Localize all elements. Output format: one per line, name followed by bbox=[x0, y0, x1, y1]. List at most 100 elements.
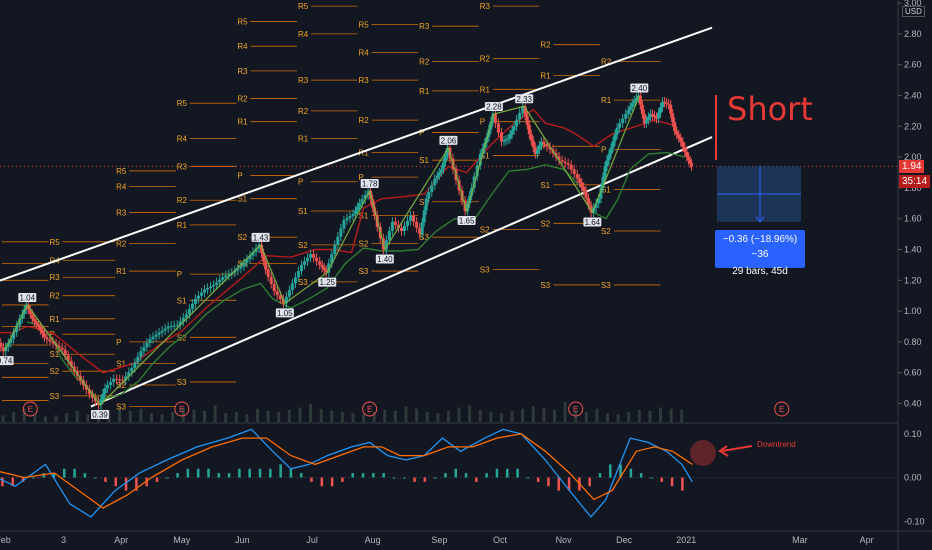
candle-body bbox=[607, 154, 611, 161]
candle-body bbox=[212, 284, 216, 287]
candle-body bbox=[136, 356, 140, 363]
histogram-bar bbox=[32, 477, 35, 479]
candle-body bbox=[638, 95, 642, 105]
pivot-label: P bbox=[419, 128, 424, 137]
swing-label-box bbox=[583, 217, 602, 227]
swing-label-box bbox=[439, 135, 458, 145]
volume-bar bbox=[12, 412, 16, 422]
histogram-bar bbox=[392, 477, 396, 479]
candle-body bbox=[303, 261, 307, 265]
candle-body bbox=[560, 160, 564, 162]
pivot-label: R1 bbox=[116, 267, 127, 276]
candle-body bbox=[90, 394, 94, 398]
histogram-bar bbox=[516, 468, 519, 478]
candle-body bbox=[18, 318, 22, 326]
pivot-label: R2 bbox=[359, 116, 370, 125]
histogram-bar bbox=[227, 473, 231, 478]
swing-label: 1.65 bbox=[459, 217, 475, 226]
histogram-bar bbox=[485, 473, 488, 478]
candle-body bbox=[673, 122, 677, 131]
earnings-marker-label: E bbox=[28, 405, 33, 414]
pivot-label: S2 bbox=[359, 239, 369, 248]
x-tick-label: 2021 bbox=[676, 535, 696, 545]
candle-body bbox=[151, 336, 155, 339]
candle-body bbox=[266, 269, 270, 277]
earnings-marker-label: E bbox=[179, 405, 184, 414]
candle-body bbox=[515, 119, 519, 127]
swing-label: 1.04 bbox=[19, 293, 35, 302]
candle-body bbox=[187, 309, 191, 315]
candle-body bbox=[508, 134, 512, 139]
volume-bar bbox=[627, 412, 631, 422]
histogram-bar bbox=[454, 468, 457, 478]
candle-body bbox=[630, 103, 634, 107]
candle-body bbox=[233, 270, 237, 273]
osc-tick-label: 0.10 bbox=[904, 429, 922, 439]
pivot-label: R1 bbox=[540, 71, 551, 80]
volume-bar bbox=[160, 414, 164, 422]
volume-bar bbox=[552, 409, 556, 422]
candle-body bbox=[101, 393, 105, 400]
candle-body bbox=[572, 169, 576, 175]
histogram-bar bbox=[155, 477, 159, 482]
macd-line bbox=[0, 428, 693, 518]
histogram-bar bbox=[217, 473, 221, 478]
histogram-bar bbox=[124, 477, 128, 491]
x-tick-label: Aug bbox=[365, 535, 381, 545]
pivot-label: S1 bbox=[177, 296, 187, 305]
candle-body bbox=[575, 174, 579, 179]
candle-body bbox=[318, 261, 322, 265]
candle-body bbox=[646, 117, 650, 121]
volume-bar bbox=[457, 407, 461, 422]
candle-body bbox=[0, 342, 3, 348]
candle-body bbox=[40, 330, 44, 334]
candle-body bbox=[430, 185, 434, 193]
candle-body bbox=[618, 123, 622, 128]
candle-body bbox=[348, 216, 352, 219]
volume-bar bbox=[372, 412, 376, 422]
downtrend-arrow bbox=[721, 445, 753, 452]
candle-body bbox=[227, 274, 231, 276]
candle-body bbox=[671, 113, 675, 123]
volume-bar bbox=[499, 413, 503, 422]
osc-tick-label: -0.10 bbox=[904, 516, 925, 526]
histogram-bar bbox=[423, 477, 427, 482]
candle-body bbox=[412, 215, 416, 222]
swing-label: 1.40 bbox=[377, 255, 393, 264]
volume-bar bbox=[680, 409, 684, 422]
candle-body bbox=[657, 112, 661, 119]
candle-body bbox=[203, 289, 207, 293]
candle-body bbox=[278, 295, 282, 300]
y-tick-label: 2.00 bbox=[904, 152, 922, 162]
volume-bar bbox=[139, 408, 143, 422]
volume-bar bbox=[65, 413, 69, 422]
candle-body bbox=[206, 288, 210, 290]
candle-body bbox=[523, 106, 527, 116]
volume-bar bbox=[468, 405, 472, 422]
candle-body bbox=[236, 268, 240, 271]
candle-body bbox=[648, 113, 652, 118]
candle-body bbox=[433, 178, 437, 186]
candle-body bbox=[661, 101, 665, 108]
candle-body bbox=[87, 389, 91, 395]
candle-body bbox=[242, 262, 246, 267]
volume-bar bbox=[298, 407, 302, 422]
candle-body bbox=[420, 222, 424, 235]
candle-body bbox=[615, 127, 619, 135]
pivot-label: R1 bbox=[49, 315, 60, 324]
candle-body bbox=[611, 141, 615, 148]
swing-label: 0.39 bbox=[92, 411, 108, 420]
pivot-label: R1 bbox=[480, 85, 491, 94]
candle-body bbox=[284, 296, 288, 304]
swing-label: 1.05 bbox=[277, 309, 293, 318]
volume-bar bbox=[489, 412, 493, 422]
pivot-label: S3 bbox=[540, 281, 550, 290]
volume-bar bbox=[86, 414, 90, 422]
candle-body bbox=[169, 325, 173, 327]
pivot-label: S3 bbox=[480, 266, 490, 275]
pivot-label: R5 bbox=[359, 21, 370, 30]
y-tick-label: 1.40 bbox=[904, 245, 922, 255]
candle-body bbox=[445, 147, 449, 156]
candle-body bbox=[687, 157, 691, 161]
